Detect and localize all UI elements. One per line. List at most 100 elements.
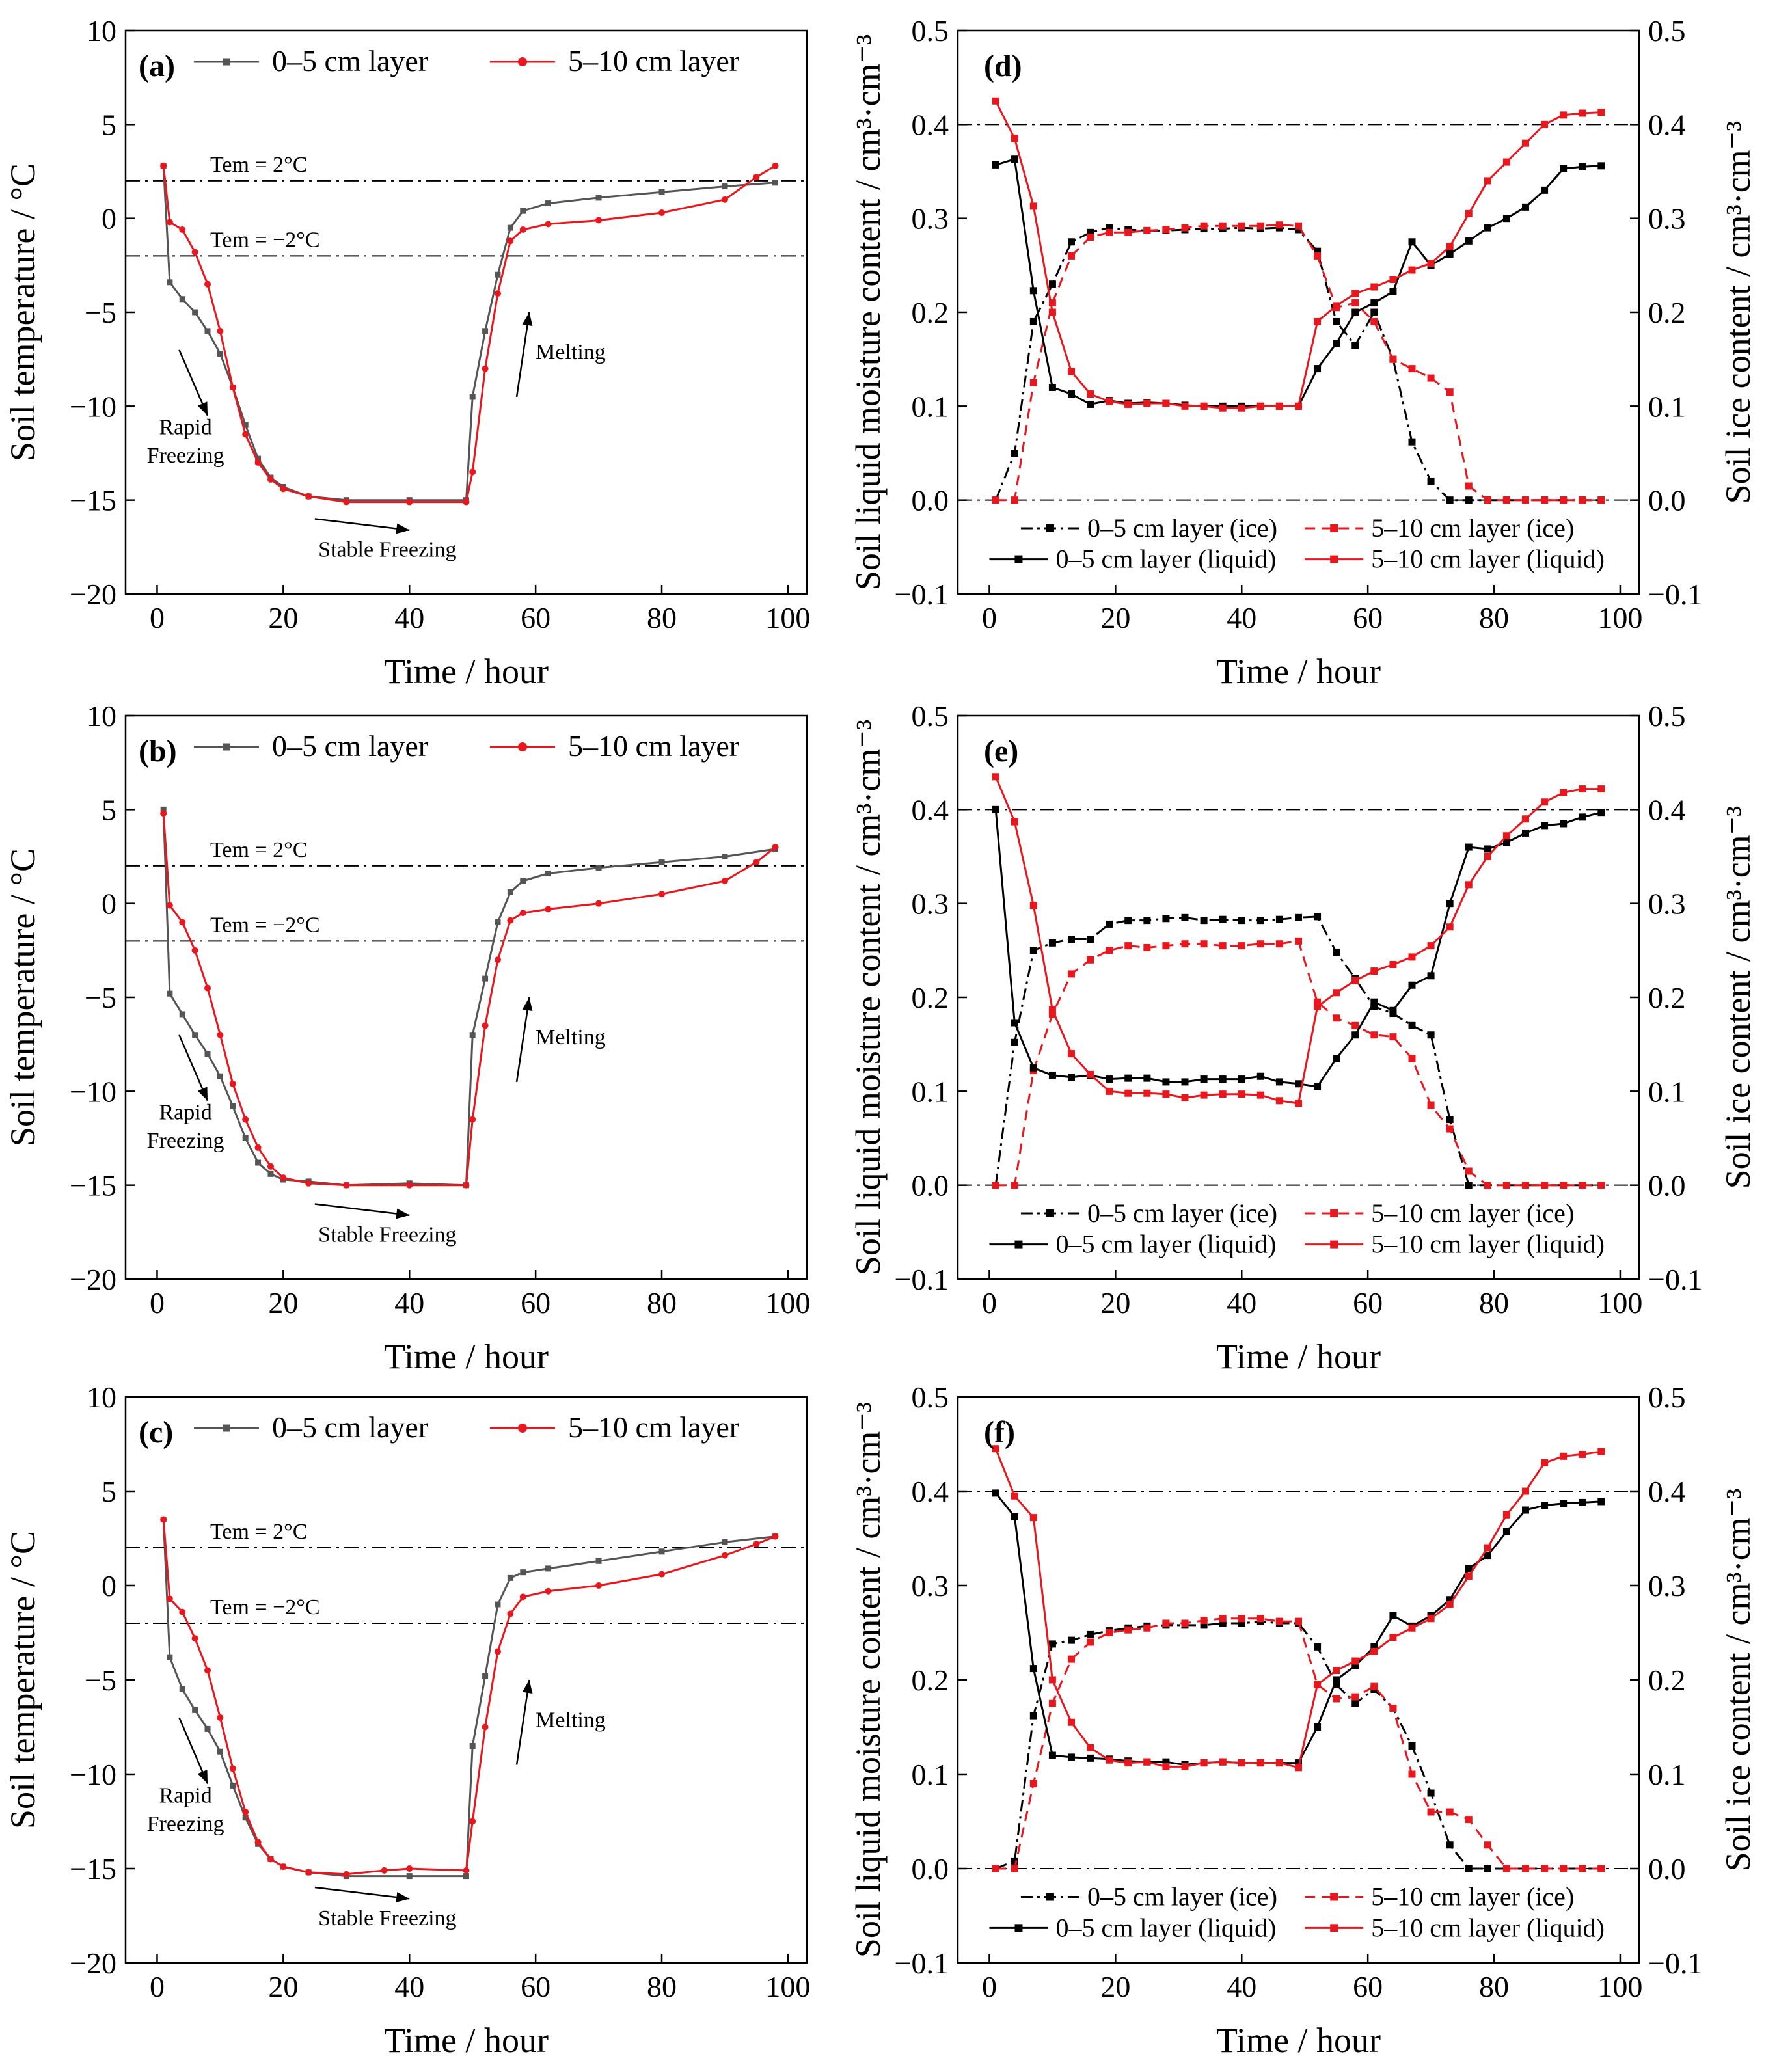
data-point: [1484, 1544, 1491, 1552]
data-point: [1597, 1182, 1605, 1189]
data-point: [254, 459, 262, 466]
data-point: [1068, 1753, 1075, 1761]
data-point: [1011, 155, 1018, 163]
legend-marker: [1046, 1893, 1054, 1901]
stable-freezing-label: Stable Freezing: [318, 1223, 456, 1247]
data-point: [1427, 1789, 1435, 1797]
data-point: [160, 810, 167, 817]
x-tick-label: 0: [150, 1970, 165, 2003]
data-point: [595, 1558, 602, 1564]
data-point: [406, 498, 413, 506]
data-point: [229, 1080, 236, 1087]
data-point: [1541, 798, 1549, 806]
data-point: [1162, 1758, 1170, 1766]
data-point: [1048, 280, 1056, 288]
data-point: [1124, 1089, 1132, 1097]
y-tick-label-right: 0.4: [1648, 108, 1686, 141]
series-line-5-10cm: [162, 813, 776, 1187]
data-point: [1446, 900, 1454, 908]
data-point: [1522, 1487, 1529, 1495]
y-tick-label: 0.2: [912, 981, 949, 1014]
x-axis-label: Time / hour: [384, 1337, 549, 1376]
series-line-liquid-0-5cm: [995, 1492, 1601, 1766]
melting-arrow: [515, 997, 530, 1083]
data-point: [1219, 404, 1227, 412]
data-point: [1484, 1841, 1491, 1849]
data-point: [1597, 1865, 1605, 1872]
x-axis-label: Time / hour: [1216, 652, 1381, 691]
panel-label: (e): [984, 734, 1018, 768]
data-point: [721, 196, 728, 203]
legend-label: 5–10 cm layer: [568, 1411, 739, 1444]
data-point: [1389, 1634, 1397, 1641]
legend-marker: [1046, 524, 1054, 532]
data-point: [595, 1582, 603, 1589]
series-line-0-5cm: [162, 1519, 776, 1878]
y-tick-label-right: 0.3: [1648, 1569, 1686, 1602]
data-point: [1200, 1075, 1208, 1083]
data-point: [1011, 1492, 1018, 1500]
data-point: [1522, 203, 1529, 211]
y-tick-label: 0.3: [912, 887, 949, 921]
data-point: [1275, 221, 1283, 229]
data-point: [1560, 496, 1568, 504]
data-point: [992, 161, 999, 169]
data-point: [1370, 1682, 1378, 1690]
data-point: [1597, 162, 1605, 170]
data-point: [1068, 1074, 1075, 1081]
data-point: [280, 485, 287, 493]
legend-label: 0–5 cm layer (ice): [1087, 1882, 1277, 1912]
data-point: [1068, 1655, 1075, 1663]
data-point: [1295, 1080, 1302, 1088]
data-point: [1295, 1759, 1302, 1767]
data-point: [1011, 1038, 1018, 1046]
data-point: [1465, 496, 1473, 504]
series-line-liquid-5-10cm: [994, 1448, 1602, 1769]
data-point: [204, 1051, 211, 1057]
data-point: [1314, 252, 1322, 260]
data-point: [1560, 1182, 1568, 1189]
data-point: [1106, 228, 1113, 236]
data-point: [160, 162, 167, 169]
data-point: [204, 984, 211, 992]
data-point: [1143, 917, 1151, 925]
data-point: [1181, 224, 1189, 232]
data-point: [1087, 1630, 1094, 1638]
x-tick-label: 60: [1353, 601, 1383, 634]
data-point: [1238, 1090, 1245, 1098]
data-point: [1484, 853, 1491, 860]
data-point: [1011, 1865, 1018, 1872]
legend-label: 0–5 cm layer: [272, 1411, 428, 1444]
data-point: [1275, 915, 1283, 923]
data-point: [721, 878, 728, 885]
data-point: [229, 384, 236, 391]
y-tick-label: 0.3: [912, 202, 949, 236]
data-point: [1181, 940, 1189, 948]
data-point: [242, 1815, 249, 1821]
data-point: [722, 183, 728, 190]
data-point: [305, 493, 312, 500]
data-point: [1106, 1629, 1113, 1636]
data-point: [494, 290, 501, 297]
legend-label: 5–10 cm layer (liquid): [1371, 545, 1605, 574]
data-point: [1068, 1718, 1075, 1726]
data-point: [1106, 1756, 1113, 1764]
data-point: [406, 1182, 413, 1189]
data-point: [1162, 915, 1170, 923]
y-tick-label: −15: [70, 1169, 116, 1202]
data-point: [1124, 917, 1132, 925]
data-point: [1541, 1865, 1549, 1872]
data-point: [1446, 923, 1454, 931]
data-point: [1427, 1808, 1435, 1816]
legend-label: 0–5 cm layer (liquid): [1055, 1913, 1276, 1942]
data-point: [1389, 1006, 1397, 1014]
rapid-label: Rapid: [159, 1784, 211, 1808]
y-tick-label: 0.0: [912, 1852, 949, 1885]
data-point: [1370, 998, 1378, 1006]
data-point: [1200, 940, 1208, 948]
x-tick-label: 20: [268, 1970, 298, 2003]
data-point: [1333, 989, 1340, 997]
y-tick-label: 0.3: [912, 1569, 949, 1602]
data-point: [1541, 496, 1549, 504]
y-tick-label-right: 0.1: [1648, 390, 1686, 423]
